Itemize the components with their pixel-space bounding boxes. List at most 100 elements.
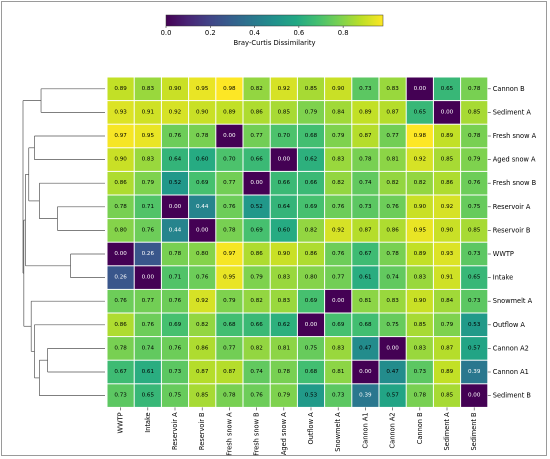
heatmap-cell: [161, 219, 189, 242]
cell-value-label: 0.75: [305, 345, 318, 351]
cell-value-label: 0.86: [250, 109, 263, 115]
heatmap-cell: [461, 360, 488, 384]
heatmap-cell: [161, 171, 189, 195]
cell-value-label: 0.00: [414, 86, 427, 92]
cell-value-label: 0.78: [196, 133, 209, 139]
heatmap-cell: [270, 148, 297, 171]
heatmap-cell: [461, 384, 488, 407]
column-label: Cannon A2: [389, 412, 397, 448]
heatmap-cell: [216, 360, 243, 384]
heatmap-cell: [189, 77, 216, 101]
heatmap-cell: [161, 148, 189, 171]
cell-value-label: 0.98: [223, 86, 236, 92]
cell-value-label: 0.66: [250, 157, 263, 163]
cell-value-label: 0.53: [305, 393, 318, 399]
cell-value-label: 0.76: [386, 204, 399, 210]
heatmap-cell: [352, 171, 379, 195]
row-label: Cannon A1: [493, 368, 529, 376]
heatmap-cell: [406, 266, 433, 289]
cell-value-label: 0.79: [468, 157, 481, 163]
cell-value-label: 0.89: [441, 133, 454, 139]
heatmap-cell: [461, 289, 488, 313]
heatmap-cell: [134, 77, 161, 101]
cell-value-label: 0.92: [441, 204, 453, 210]
cell-value-label: 0.26: [142, 251, 155, 257]
cell-value-label: 0.92: [332, 227, 344, 233]
heatmap-cell: [352, 242, 379, 266]
column-label: Sediment A: [443, 412, 451, 451]
column-label: Reservoir B: [198, 412, 206, 450]
cell-value-label: 0.78: [169, 251, 182, 257]
cell-value-label: 0.65: [441, 86, 454, 92]
heatmap-cell: [379, 77, 406, 101]
cell-value-label: 0.44: [196, 204, 209, 210]
heatmap-cell: [107, 219, 134, 242]
cell-value-label: 0.86: [196, 345, 209, 351]
heatmap-cell: [433, 289, 461, 313]
cell-value-label: 0.86: [386, 227, 399, 233]
heatmap-cell: [297, 195, 325, 219]
heatmap-cell: [325, 171, 352, 195]
cell-value-label: 0.00: [441, 109, 454, 115]
cell-value-label: 0.76: [142, 227, 155, 233]
colorbar: 0.0 0.2 0.4 0.6 0.8 Bray-Curtis Dissimilarity: [161, 14, 384, 47]
heatmap-cell: [189, 313, 216, 337]
heatmap-cell: [297, 242, 325, 266]
cell-value-label: 0.83: [414, 345, 427, 351]
cell-value-label: 0.47: [359, 345, 372, 351]
cell-value-label: 0.75: [468, 204, 481, 210]
cell-value-label: 0.80: [196, 251, 209, 257]
heatmap-cell: [189, 337, 216, 360]
cell-value-label: 0.00: [250, 180, 263, 186]
cell-value-label: 0.76: [169, 298, 182, 304]
heatmap-cell: [189, 242, 216, 266]
cell-value-label: 0.79: [278, 393, 291, 399]
cell-value-label: 0.00: [468, 393, 481, 399]
cell-value-label: 0.00: [169, 204, 182, 210]
cell-value-label: 0.71: [169, 275, 182, 281]
heatmap-cell: [379, 384, 406, 407]
cell-value-label: 0.73: [414, 369, 427, 375]
cell-value-label: 0.74: [142, 345, 155, 351]
heatmap-cell: [107, 242, 134, 266]
cell-value-label: 0.90: [114, 157, 127, 163]
cell-value-label: 0.44: [169, 227, 182, 233]
cell-value-label: 0.68: [223, 322, 236, 328]
heatmap-cell: [406, 384, 433, 407]
heatmap-cell: [189, 195, 216, 219]
cell-value-label: 0.90: [169, 86, 182, 92]
heatmap-cell: [270, 313, 297, 337]
heatmap-cell: [406, 219, 433, 242]
cell-value-label: 0.87: [196, 369, 209, 375]
heatmap-cell: [325, 124, 352, 148]
cell-value-label: 0.39: [468, 369, 481, 375]
cell-value-label: 0.93: [114, 109, 127, 115]
cell-value-label: 0.85: [305, 86, 318, 92]
cell-value-label: 0.85: [441, 157, 454, 163]
heatmap-cell: [270, 289, 297, 313]
cell-value-label: 0.60: [196, 157, 209, 163]
heatmap-cell: [161, 384, 189, 407]
cell-value-label: 0.84: [332, 109, 345, 115]
cell-value-label: 0.82: [332, 180, 344, 186]
heatmap-cell: [461, 266, 488, 289]
heatmap-cell: [107, 148, 134, 171]
cell-value-label: 0.66: [278, 180, 291, 186]
cell-value-label: 0.87: [441, 345, 454, 351]
row-label: Fresh snow B: [493, 179, 537, 187]
column-label: Cannon B: [416, 412, 424, 444]
heatmap-cell: [107, 124, 134, 148]
heatmap-cell: [433, 242, 461, 266]
heatmap-cell: [189, 266, 216, 289]
heatmap-cell: [189, 289, 216, 313]
heatmap-cell: [216, 289, 243, 313]
cell-value-label: 0.00: [114, 251, 127, 257]
cell-value-label: 0.87: [359, 133, 372, 139]
cell-value-label: 0.86: [305, 251, 318, 257]
column-label: Intake: [144, 412, 152, 432]
cell-value-label: 0.47: [386, 369, 399, 375]
cell-value-label: 0.90: [332, 86, 345, 92]
heatmap-cell: [379, 266, 406, 289]
cell-value-label: 0.75: [386, 322, 399, 328]
